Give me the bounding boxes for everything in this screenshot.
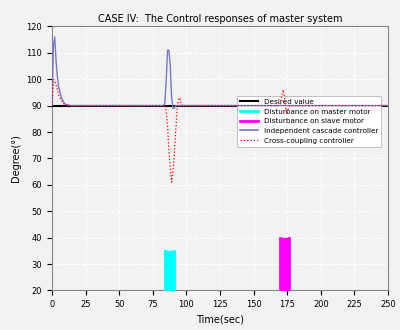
Y-axis label: Degree(°): Degree(°) <box>11 134 21 182</box>
Legend: Desired value, Disturbance on master motor, Disturbance on slave motor, Independ: Desired value, Disturbance on master mot… <box>237 96 381 147</box>
Title: CASE IV:  The Control responses of master system: CASE IV: The Control responses of master… <box>98 14 342 24</box>
X-axis label: Time(sec): Time(sec) <box>196 315 244 325</box>
